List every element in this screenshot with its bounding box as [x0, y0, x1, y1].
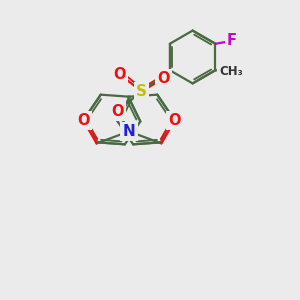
- Text: O: O: [157, 71, 169, 86]
- Text: O: O: [168, 113, 181, 128]
- Text: O: O: [114, 67, 126, 82]
- Text: CH₃: CH₃: [219, 65, 243, 78]
- Text: F: F: [227, 33, 237, 48]
- Text: N: N: [123, 124, 135, 139]
- Text: O: O: [77, 113, 90, 128]
- Text: O: O: [111, 103, 124, 118]
- Text: S: S: [136, 84, 147, 99]
